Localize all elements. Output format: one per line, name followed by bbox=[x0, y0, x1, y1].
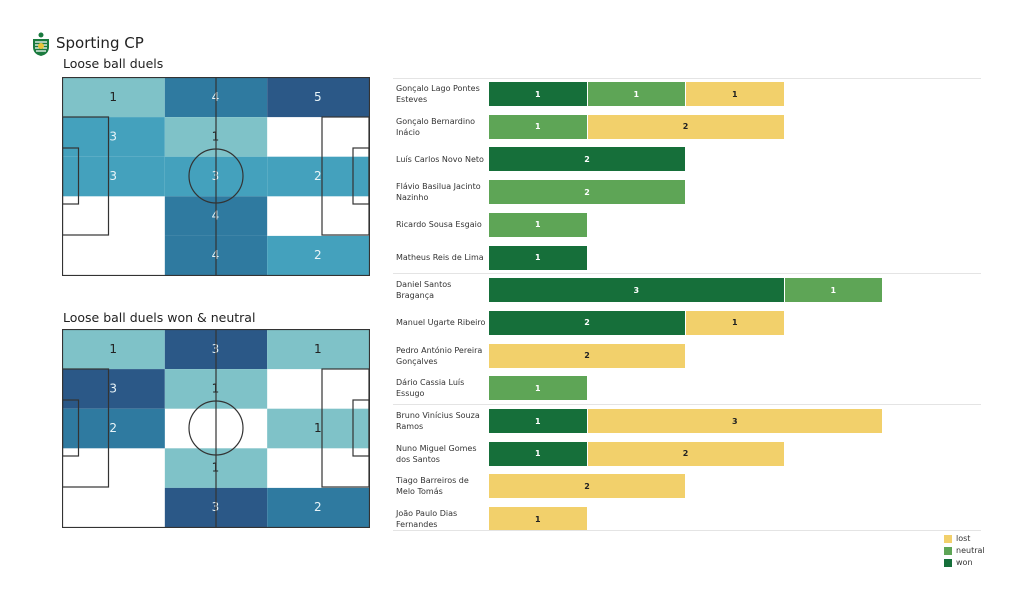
legend-won: won bbox=[944, 558, 973, 567]
bar-segment-lost: 2 bbox=[587, 114, 784, 139]
legend-lost: lost bbox=[944, 534, 970, 543]
bar-segment-lost: 1 bbox=[686, 82, 784, 106]
heatmap-cell-value: 3 bbox=[109, 381, 117, 395]
bar-segment-lost: 2 bbox=[489, 474, 685, 499]
bar-segment-won: 2 bbox=[489, 147, 685, 172]
heatmap-cell: 1 bbox=[267, 408, 370, 449]
center-circle bbox=[188, 400, 244, 456]
player-name: Luís Carlos Novo Neto bbox=[396, 154, 484, 164]
heatmap-cell-value: 1 bbox=[314, 421, 322, 435]
heatmap-cell-value: 5 bbox=[314, 90, 322, 104]
bar-segment-lost: 1 bbox=[489, 507, 587, 532]
heatmap-cell: 2 bbox=[267, 156, 370, 197]
heatmap-1-title: Loose ball duels bbox=[63, 56, 164, 71]
heatmap-cell-value: 2 bbox=[314, 169, 322, 183]
heatmap-loose-ball-duels: 1 4 53 13 3 244 2 bbox=[62, 77, 370, 276]
player-name: Gonçalo Bernardino Inácio bbox=[396, 116, 476, 137]
heatmap-cell: 1 bbox=[62, 77, 165, 118]
heatmap-cell: 2 bbox=[267, 487, 370, 528]
heatmap-cell-value: 2 bbox=[109, 421, 117, 435]
heatmap-cell: 1 bbox=[62, 329, 165, 370]
bar-segment-neutral: 2 bbox=[489, 180, 685, 205]
group-divider bbox=[393, 404, 981, 405]
player-name: João Paulo Dias Fernandes bbox=[396, 509, 458, 530]
bar-segment-lost: 2 bbox=[587, 441, 784, 466]
team-title: Sporting CP bbox=[56, 34, 144, 52]
heatmap-cell-value: 1 bbox=[314, 342, 322, 356]
heatmap-cell-value: 3 bbox=[109, 129, 117, 143]
heatmap-won-neutral: 1 3 13 12 113 2 bbox=[62, 329, 370, 528]
player-name: Nuno Miguel Gomes dos Santos bbox=[396, 443, 477, 464]
heatmap-cell-value: 1 bbox=[109, 342, 117, 356]
group-divider bbox=[393, 273, 981, 275]
heatmap-cell: 3 bbox=[62, 117, 165, 157]
heatmap-cell: 3 bbox=[62, 369, 165, 409]
left-goal-area bbox=[62, 399, 80, 457]
heatmap-cell-value: 1 bbox=[109, 90, 117, 104]
heatmap-cell: 5 bbox=[267, 77, 370, 118]
player-name: Manuel Ugarte Ribeiro bbox=[396, 318, 486, 328]
bar-segment-won: 1 bbox=[489, 245, 587, 270]
heatmap-cell: 2 bbox=[62, 408, 165, 449]
bar-segment-lost: 2 bbox=[489, 343, 685, 368]
left-goal-area bbox=[62, 147, 80, 205]
bar-segment-neutral: 1 bbox=[489, 114, 587, 139]
bar-segment-neutral: 1 bbox=[784, 278, 882, 303]
heatmap-cell-value: 3 bbox=[109, 169, 117, 183]
heatmap-cell-value: 2 bbox=[314, 500, 322, 514]
right-goal-area bbox=[352, 147, 370, 205]
sporting-crest-logo bbox=[33, 32, 49, 56]
player-name: Ricardo Sousa Esgaio bbox=[396, 220, 482, 230]
player-name: Bruno Vinícius Souza Ramos bbox=[396, 411, 480, 431]
player-name: Tiago Barreiros de Melo Tomás bbox=[396, 476, 469, 497]
legend-neutral: neutral bbox=[944, 546, 985, 555]
bar-segment-neutral: 1 bbox=[489, 212, 587, 237]
heatmap-cell: 2 bbox=[267, 235, 370, 276]
bar-segment-neutral: 1 bbox=[587, 82, 685, 106]
player-name: Daniel Santos Bragança bbox=[396, 280, 452, 301]
center-circle bbox=[188, 148, 244, 204]
group-divider bbox=[393, 78, 981, 79]
player-name: Pedro António Pereira Gonçalves bbox=[396, 345, 483, 366]
bar-segment-won: 1 bbox=[489, 441, 587, 466]
bar-segment-won: 2 bbox=[489, 310, 685, 335]
player-name: Dário Cassia Luís Essugo bbox=[396, 378, 465, 399]
heatmap-2-title: Loose ball duels won & neutral bbox=[63, 310, 256, 325]
bar-segment-lost: 1 bbox=[686, 310, 784, 335]
bar-segment-won: 1 bbox=[489, 409, 587, 433]
bar-segment-lost: 3 bbox=[587, 409, 882, 433]
bar-segment-won: 1 bbox=[489, 82, 587, 106]
bar-segment-won: 3 bbox=[489, 278, 784, 303]
player-name: Gonçalo Lago Pontes Esteves bbox=[396, 84, 480, 104]
heatmap-cell: 3 bbox=[62, 156, 165, 197]
heatmap-cell-value: 2 bbox=[314, 248, 322, 262]
group-divider bbox=[393, 530, 981, 531]
bar-segment-neutral: 1 bbox=[489, 376, 587, 401]
right-goal-area bbox=[352, 399, 370, 457]
player-name: Matheus Reis de Lima bbox=[396, 253, 484, 262]
player-name: Flávio Basilua Jacinto Nazinho bbox=[396, 182, 481, 203]
heatmap-cell: 1 bbox=[267, 329, 370, 370]
